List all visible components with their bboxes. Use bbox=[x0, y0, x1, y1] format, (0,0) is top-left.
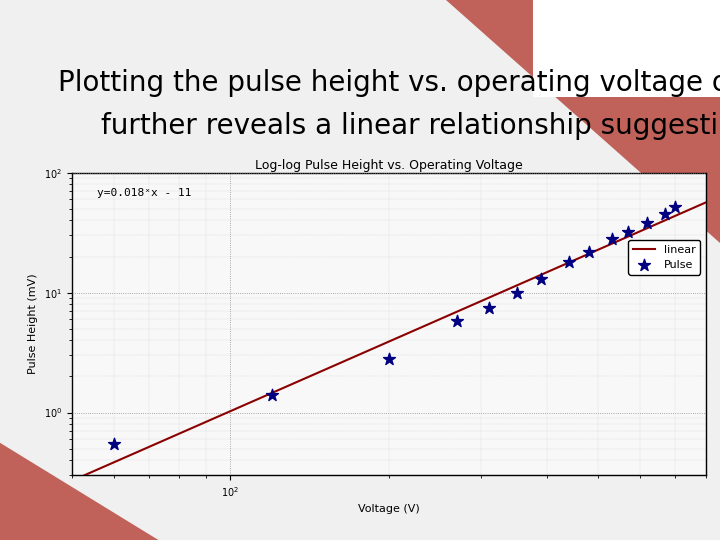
linear bbox=[572, 256, 580, 263]
Pulse bbox=[383, 355, 395, 363]
Pulse bbox=[108, 440, 120, 448]
Y-axis label: Pulse Height (mV): Pulse Height (mV) bbox=[28, 274, 38, 374]
Pulse bbox=[536, 275, 547, 284]
linear bbox=[330, 362, 338, 369]
Text: y=0.018ˣx - 11: y=0.018ˣx - 11 bbox=[97, 188, 192, 198]
linear bbox=[305, 374, 313, 380]
linear bbox=[17, 500, 25, 507]
Pulse bbox=[266, 391, 278, 400]
Pulse bbox=[511, 288, 523, 297]
Title: Log-log Pulse Height vs. Operating Voltage: Log-log Pulse Height vs. Operating Volta… bbox=[255, 159, 523, 172]
Pulse bbox=[483, 303, 495, 312]
Pulse bbox=[451, 316, 463, 325]
Pulse bbox=[563, 258, 575, 266]
linear bbox=[505, 285, 514, 292]
Pulse bbox=[670, 202, 681, 211]
Text: Plotting the pulse height vs. operating voltage on a log-log scale: Plotting the pulse height vs. operating … bbox=[58, 69, 720, 97]
X-axis label: Voltage (V): Voltage (V) bbox=[358, 504, 420, 514]
Legend: linear, Pulse: linear, Pulse bbox=[629, 240, 700, 275]
linear bbox=[89, 468, 98, 475]
Pulse bbox=[583, 247, 595, 256]
linear bbox=[585, 251, 593, 257]
Pulse bbox=[642, 219, 653, 227]
Pulse bbox=[660, 210, 671, 219]
Pulse bbox=[606, 235, 617, 244]
Line: linear: linear bbox=[21, 191, 720, 503]
Text: further reveals a linear relationship suggesting a power law.: further reveals a linear relationship su… bbox=[101, 112, 720, 140]
Pulse bbox=[622, 228, 634, 237]
